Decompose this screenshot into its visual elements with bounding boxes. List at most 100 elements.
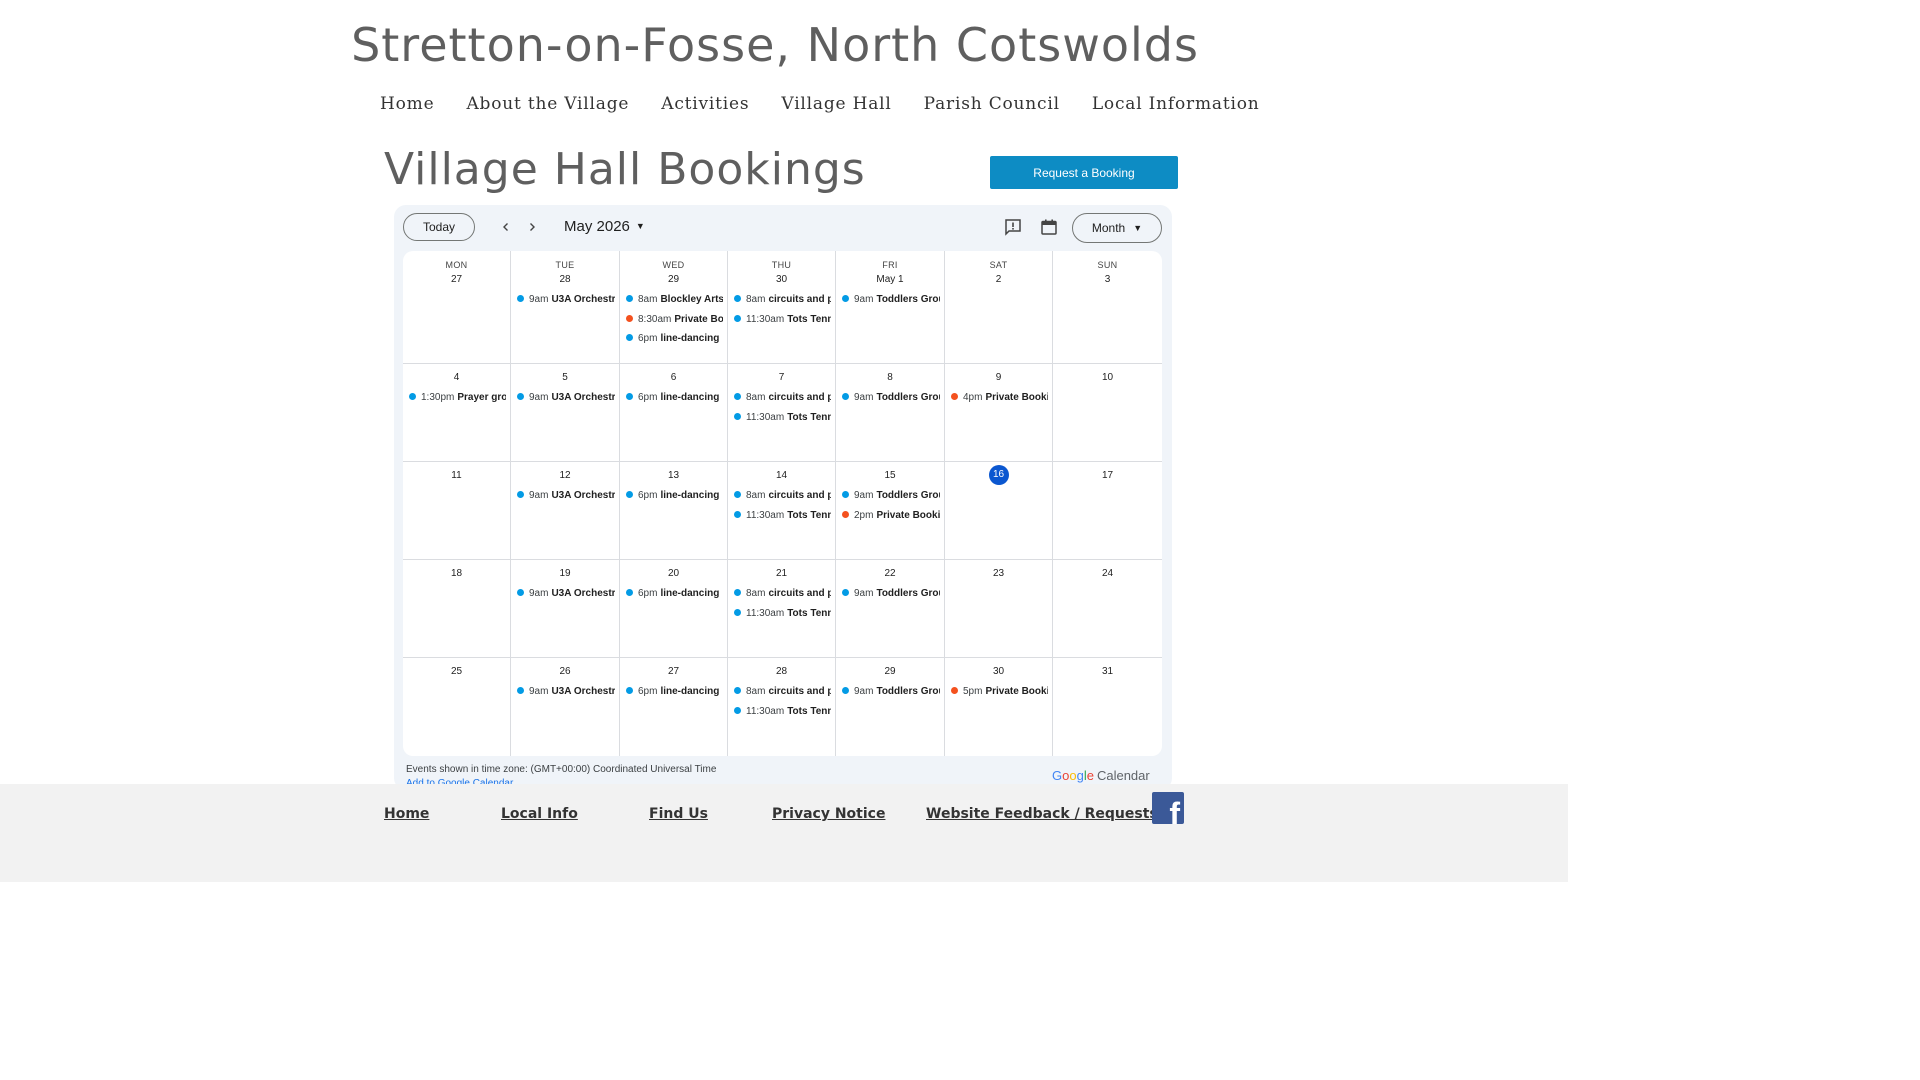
date-number[interactable]: 28 xyxy=(775,666,788,677)
add-to-google-calendar-link[interactable]: Add to Google Calendar xyxy=(406,778,513,789)
day-cell[interactable]: 17 xyxy=(1053,462,1162,560)
today-button[interactable]: Today xyxy=(403,213,475,241)
day-cell[interactable]: 25 xyxy=(403,658,511,756)
calendar-event[interactable]: 6pm line-dancing xyxy=(626,392,723,406)
date-number[interactable]: 14 xyxy=(775,470,788,481)
feedback-icon[interactable] xyxy=(1003,217,1023,237)
day-cell[interactable]: 31 xyxy=(1053,658,1162,756)
date-number[interactable]: 5 xyxy=(562,372,568,383)
date-number[interactable]: 7 xyxy=(778,372,785,383)
day-cell[interactable]: 19 9am U3A Orchestra xyxy=(511,560,620,658)
day-cell[interactable]: 18 xyxy=(403,560,511,658)
day-cell[interactable]: SAT 2 xyxy=(945,251,1053,364)
day-cell[interactable]: 26 9am U3A Orchestra xyxy=(511,658,620,756)
date-number[interactable]: 19 xyxy=(559,568,571,579)
date-number[interactable]: 8 xyxy=(887,372,893,383)
nav-activities[interactable]: Activities xyxy=(661,94,750,114)
date-number[interactable]: 9 xyxy=(995,372,1002,383)
calendar-event[interactable]: 9am U3A Orchestra xyxy=(517,588,615,602)
date-number[interactable]: 31 xyxy=(1101,666,1114,677)
date-number[interactable]: 11 xyxy=(451,470,462,481)
date-number[interactable]: 23 xyxy=(992,568,1005,579)
calendar-event[interactable]: 8am Blockley Arts xyxy=(626,294,723,308)
day-cell[interactable]: TUE 28 9am U3A Orchestra xyxy=(511,251,620,364)
calendar-icon[interactable] xyxy=(1039,217,1059,237)
day-cell[interactable]: 23 xyxy=(945,560,1053,658)
footer-link-website-feedback[interactable]: Website Feedback / Requests xyxy=(926,806,1158,822)
day-cell[interactable]: 11 xyxy=(403,462,511,560)
calendar-event[interactable]: 9am U3A Orchestra xyxy=(517,392,615,406)
month-selector[interactable]: May 2026 ▼ xyxy=(564,218,645,235)
date-number[interactable]: 20 xyxy=(667,568,680,579)
date-number[interactable]: 21 xyxy=(775,568,788,579)
nav-home[interactable]: Home xyxy=(380,94,435,114)
footer-link-privacy-notice[interactable]: Privacy Notice xyxy=(772,806,886,822)
date-number[interactable]: 10 xyxy=(1101,372,1114,383)
footer-link-find-us[interactable]: Find Us xyxy=(649,806,708,822)
date-number[interactable]: May 1 xyxy=(876,274,904,285)
date-number[interactable]: 4 xyxy=(453,372,460,383)
date-number[interactable]: 15 xyxy=(884,470,896,481)
date-number[interactable]: 3 xyxy=(1104,274,1111,285)
date-number[interactable]: 25 xyxy=(450,666,463,677)
day-cell[interactable]: 16 xyxy=(945,462,1053,560)
view-selector[interactable]: Month ▼ xyxy=(1072,213,1162,243)
request-booking-button[interactable]: Request a Booking xyxy=(990,156,1178,189)
calendar-event[interactable]: 9am U3A Orchestra xyxy=(517,294,615,308)
today-date-number[interactable]: 16 xyxy=(988,465,1009,485)
nav-about-the-village[interactable]: About the Village xyxy=(466,94,630,114)
calendar-event[interactable]: 6pm line-dancing xyxy=(626,333,723,347)
calendar-event[interactable]: 6pm line-dancing xyxy=(626,490,723,504)
calendar-event[interactable]: 6pm line-dancing xyxy=(626,686,723,700)
day-cell[interactable]: SUN 3 xyxy=(1053,251,1162,364)
day-cell[interactable]: 6 6pm line-dancing xyxy=(620,364,728,462)
date-number[interactable]: 12 xyxy=(559,470,571,481)
date-number[interactable]: 28 xyxy=(559,274,571,285)
calendar-event[interactable]: 6pm line-dancing xyxy=(626,588,723,602)
date-number[interactable]: 6 xyxy=(670,372,677,383)
nav-village-hall[interactable]: Village Hall xyxy=(781,94,892,114)
footer-link-local-info[interactable]: Local Info xyxy=(501,806,578,822)
day-cell[interactable]: 20 6pm line-dancing xyxy=(620,560,728,658)
day-cell[interactable]: 27 6pm line-dancing xyxy=(620,658,728,756)
day-cell[interactable]: MON 27 xyxy=(403,251,511,364)
facebook-icon[interactable]: f xyxy=(1152,792,1184,824)
date-number[interactable]: 17 xyxy=(1101,470,1114,481)
previous-month-button[interactable] xyxy=(495,215,517,239)
nav-local-information[interactable]: Local Information xyxy=(1091,94,1260,114)
nav-parish-council[interactable]: Parish Council xyxy=(923,94,1060,114)
date-number[interactable]: 27 xyxy=(667,666,680,677)
date-number[interactable]: 29 xyxy=(884,666,896,677)
next-month-button[interactable] xyxy=(521,215,543,239)
google-calendar-logo[interactable]: Google Calendar xyxy=(1052,768,1150,783)
footer-link-home[interactable]: Home xyxy=(384,806,430,822)
